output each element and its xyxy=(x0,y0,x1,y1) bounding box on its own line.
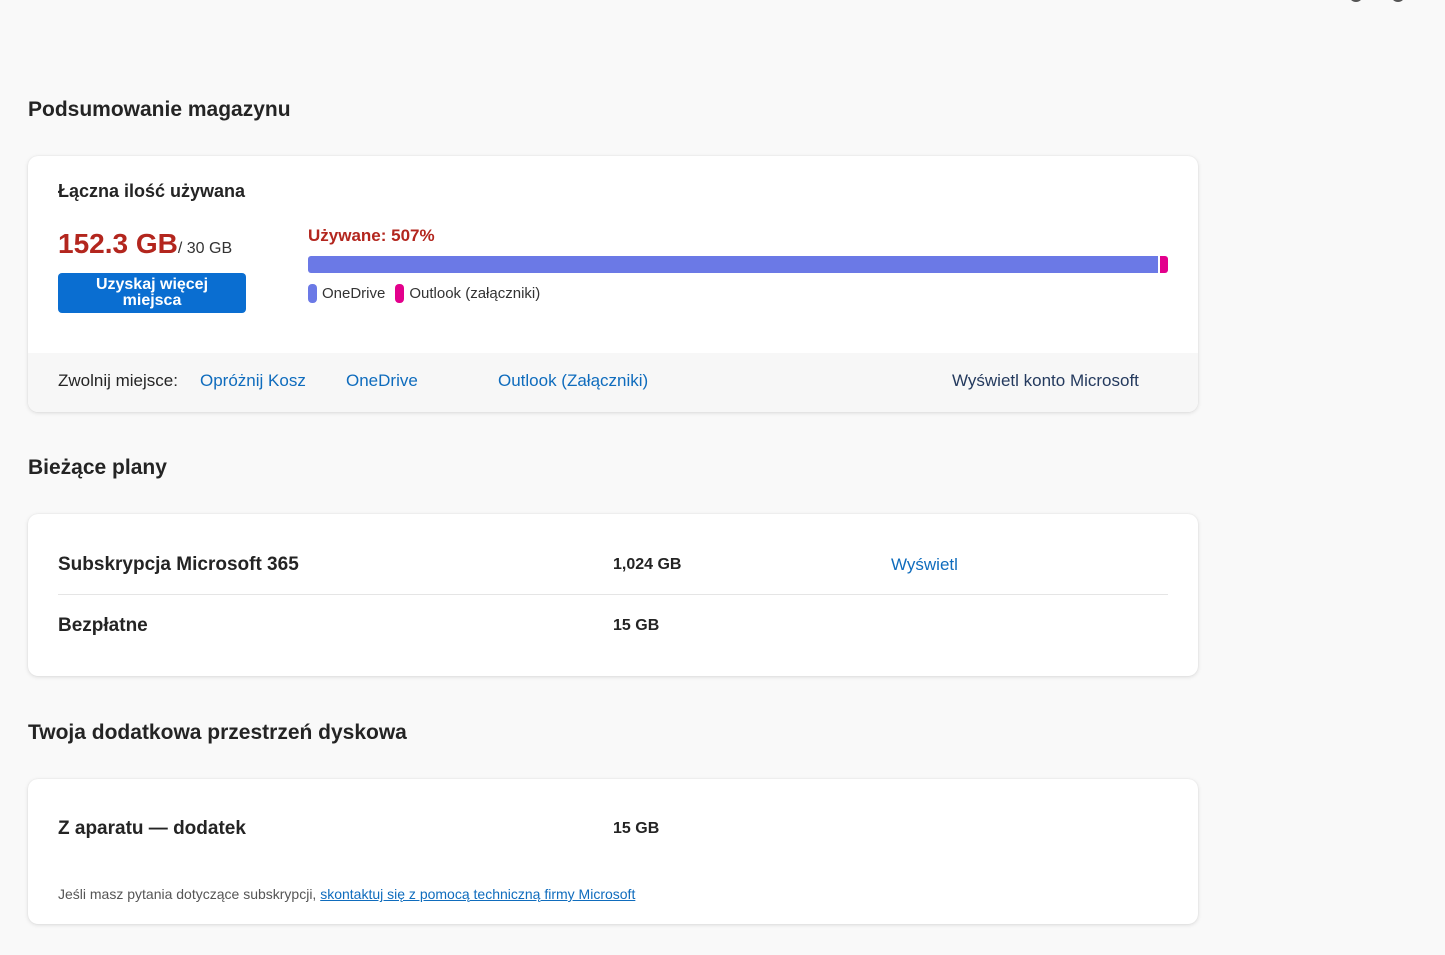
current-plans-title: Bieżące plany xyxy=(28,456,167,479)
storage-usage-bar xyxy=(308,256,1168,273)
extra-row-camera: Z aparatu — dodatek 15 GB xyxy=(58,818,1168,878)
used-amount: 152.3 GB/ 30 GB xyxy=(58,228,232,260)
current-plans-card: Subskrypcja Microsoft 365 1,024 GB Wyświ… xyxy=(28,514,1198,676)
usage-bar-gap xyxy=(1157,256,1160,273)
onedrive-link[interactable]: OneDrive xyxy=(346,371,418,390)
help-icon[interactable] xyxy=(1349,0,1363,2)
plan-row-m365: Subskrypcja Microsoft 365 1,024 GB Wyświ… xyxy=(58,554,1168,614)
get-more-storage-button[interactable]: Uzyskaj więcej miejsca xyxy=(58,273,246,313)
legend-swatch-onedrive xyxy=(308,284,317,303)
plan-row-free: Bezpłatne 15 GB xyxy=(58,615,1168,675)
plan-name: Subskrypcja Microsoft 365 xyxy=(58,554,299,575)
plans-divider xyxy=(58,594,1168,595)
legend-label-outlook: Outlook (załączniki) xyxy=(409,285,541,302)
extra-storage-card: Z aparatu — dodatek 15 GB Jeśli masz pyt… xyxy=(28,779,1198,924)
outlook-attachments-link[interactable]: Outlook (Załączniki) xyxy=(498,371,649,390)
usage-percent-text: Używane: 507% xyxy=(308,226,435,245)
contact-support-link[interactable]: skontaktuj się z pomocą techniczną firmy… xyxy=(320,886,636,902)
subscription-help-text: Jeśli masz pytania dotyczące subskrypcji… xyxy=(58,886,635,902)
plan-size: 1,024 GB xyxy=(613,556,682,573)
total-used-label: Łączna ilość używana xyxy=(58,181,246,201)
legend-item-onedrive: OneDrive xyxy=(308,284,385,303)
account-icon[interactable] xyxy=(1391,0,1405,2)
plan-name: Bezpłatne xyxy=(58,615,148,636)
legend-label-onedrive: OneDrive xyxy=(322,285,386,302)
storage-summary-title: Podsumowanie magazynu xyxy=(28,98,291,121)
extra-storage-title: Twoja dodatkowa przestrzeń dyskowa xyxy=(28,721,407,744)
usage-bar-onedrive xyxy=(308,256,1158,273)
empty-recycle-bin-link[interactable]: Opróżnij Kosz xyxy=(200,371,306,390)
view-microsoft-account-link[interactable]: Wyświetl konto Microsoft xyxy=(952,371,1139,390)
top-right-icons xyxy=(1349,0,1405,2)
usage-bar-outlook xyxy=(1159,256,1168,273)
extra-size: 15 GB xyxy=(613,820,660,837)
usage-legend: OneDrive Outlook (załączniki) xyxy=(308,284,540,303)
storage-summary-card: Łączna ilość używana 152.3 GB/ 30 GB Uzy… xyxy=(28,156,1198,412)
free-space-label: Zwolnij miejsce: xyxy=(58,371,178,390)
free-space-row: Zwolnij miejsce: Opróżnij Kosz OneDrive … xyxy=(28,353,1198,412)
plan-size: 15 GB xyxy=(613,617,660,634)
legend-item-outlook: Outlook (załączniki) xyxy=(395,284,540,303)
used-amount-value: 152.3 GB xyxy=(58,228,178,259)
legend-swatch-outlook xyxy=(395,284,405,303)
extra-name: Z aparatu — dodatek xyxy=(58,818,246,839)
help-prefix: Jeśli masz pytania dotyczące subskrypcji… xyxy=(58,886,321,902)
quota-value: / 30 GB xyxy=(177,240,233,257)
view-plan-link[interactable]: Wyświetl xyxy=(891,555,958,574)
